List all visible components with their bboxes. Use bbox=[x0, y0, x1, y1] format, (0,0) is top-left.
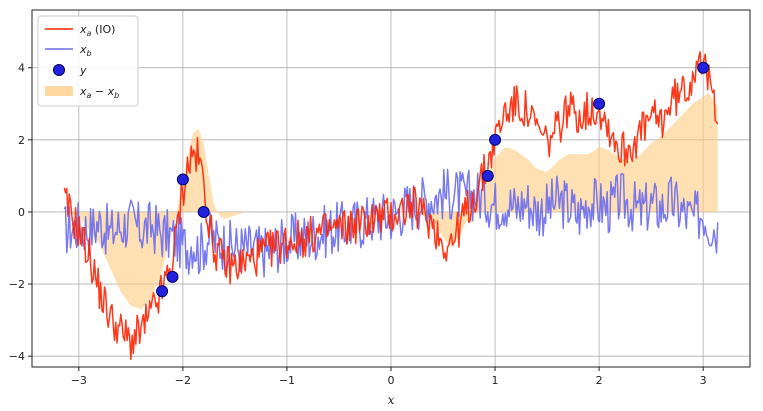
axis-ticks: −3 −2 −1 0 1 2 3 −4 −2 0 2 4 bbox=[9, 62, 707, 387]
x-tick-label: −1 bbox=[279, 374, 295, 387]
legend-label-y: y bbox=[79, 64, 87, 77]
y-point bbox=[197, 205, 210, 218]
y-tick-label: 2 bbox=[18, 134, 25, 147]
y-tick-label: −4 bbox=[9, 350, 25, 363]
legend-label-fill: xa − xb bbox=[79, 85, 119, 100]
y-point bbox=[166, 270, 179, 283]
legend-label-xb: xb bbox=[79, 43, 92, 58]
y-point bbox=[697, 61, 710, 74]
series-xb-line bbox=[63, 168, 719, 278]
x-tick-label: 1 bbox=[492, 374, 499, 387]
x-tick-label: 0 bbox=[388, 374, 395, 387]
y-tick-label: 0 bbox=[18, 206, 25, 219]
legend-swatch-fill bbox=[45, 86, 73, 96]
legend-label-xa: xa (IO) bbox=[79, 23, 115, 38]
y-point bbox=[176, 173, 189, 186]
difference-fill-area bbox=[64, 92, 718, 310]
legend: xa (IO) xb y xa − xb bbox=[37, 15, 139, 107]
y-point bbox=[489, 133, 502, 146]
x-tick-label: −3 bbox=[71, 374, 87, 387]
y-points bbox=[156, 61, 710, 298]
x-tick-label: −2 bbox=[175, 374, 191, 387]
series-xa-line bbox=[63, 51, 719, 361]
y-tick-label: 4 bbox=[18, 62, 25, 75]
x-tick-label: 3 bbox=[700, 374, 707, 387]
y-point bbox=[156, 285, 169, 298]
x-tick-label: 2 bbox=[596, 374, 603, 387]
y-tick-label: −2 bbox=[9, 278, 25, 291]
legend-box bbox=[37, 15, 139, 107]
y-point bbox=[481, 169, 494, 182]
x-axis-label: x bbox=[388, 393, 395, 407]
legend-swatch-y bbox=[53, 64, 65, 76]
y-point bbox=[593, 97, 606, 110]
